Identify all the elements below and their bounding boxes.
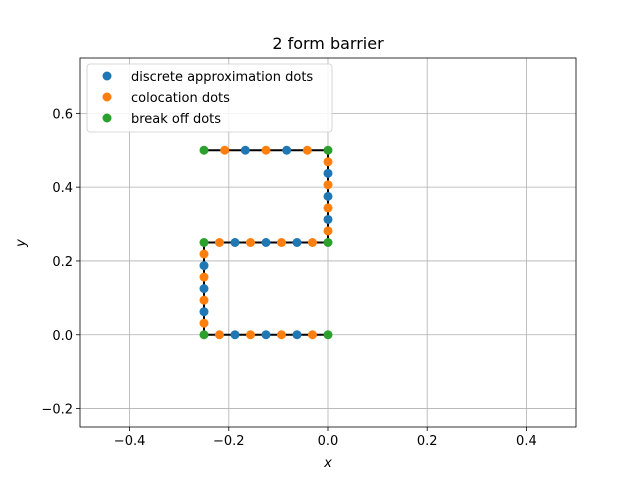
y-axis-ticks: −0.2 0.0 0.2 0.4 0.6 — [41, 107, 80, 418]
colocation-dot — [276, 238, 286, 247]
legend-label-discrete: discrete approximation dots — [131, 70, 313, 85]
colocation-dot — [323, 226, 333, 236]
colocation-dot — [245, 238, 255, 247]
discrete-dot — [323, 191, 333, 201]
discrete-dot — [323, 168, 333, 178]
x-axis-title: x — [323, 456, 332, 471]
legend-label-colocation: colocation dots — [131, 91, 230, 106]
discrete-dot — [292, 238, 302, 247]
colocation-dot — [199, 295, 209, 305]
colocation-dot — [214, 330, 224, 340]
y-tick-label: 0.2 — [52, 255, 73, 270]
x-tick-label: 0.2 — [417, 434, 438, 449]
breakoff-dot — [199, 238, 209, 247]
discrete-dot — [261, 238, 271, 247]
breakoff-dot — [199, 330, 209, 340]
y-tick-label: 0.4 — [52, 181, 73, 196]
colocation-dot — [276, 330, 286, 340]
legend-marker-colocation — [102, 92, 112, 102]
colocation-dot — [199, 318, 209, 328]
legend-marker-breakoff — [102, 113, 112, 123]
legend-marker-discrete — [102, 71, 112, 81]
discrete-dot — [230, 330, 240, 340]
colocation-dot — [199, 272, 209, 282]
colocation-dot — [323, 157, 333, 167]
discrete-dot — [230, 238, 240, 247]
colocation-dot — [245, 330, 255, 340]
breakoff-dot — [323, 238, 333, 247]
scatter-points — [199, 145, 333, 340]
discrete-dot — [240, 145, 250, 155]
colocation-dot — [199, 249, 209, 259]
colocation-dot — [323, 180, 333, 190]
colocation-dot — [220, 145, 230, 155]
discrete-dot — [292, 330, 302, 340]
legend: discrete approximation dots colocation d… — [86, 63, 333, 133]
discrete-dot — [282, 145, 292, 155]
x-tick-label: 0.0 — [318, 434, 339, 449]
colocation-dot — [307, 238, 317, 247]
discrete-dot — [199, 284, 209, 294]
colocation-dot — [307, 330, 317, 340]
x-tick-label: −0.2 — [213, 434, 245, 449]
y-tick-label: 0.0 — [52, 329, 73, 344]
x-tick-label: 0.4 — [516, 434, 537, 449]
y-axis-title: y — [14, 239, 29, 248]
colocation-dot — [261, 145, 271, 155]
x-tick-label: −0.4 — [114, 434, 146, 449]
breakoff-dot — [199, 145, 209, 155]
breakoff-dot — [323, 330, 333, 340]
legend-box — [86, 63, 333, 133]
colocation-dot — [214, 238, 224, 247]
colocation-dot — [323, 203, 333, 213]
x-axis-ticks: −0.4 −0.2 0.0 0.2 0.4 — [114, 427, 537, 449]
y-tick-label: −0.2 — [41, 403, 73, 418]
discrete-dot — [199, 261, 209, 271]
breakoff-dot — [323, 145, 333, 155]
discrete-dot — [199, 307, 209, 317]
legend-label-breakoff: break off dots — [131, 112, 221, 127]
discrete-dot — [261, 330, 271, 340]
discrete-dot — [323, 214, 333, 224]
colocation-dot — [302, 145, 312, 155]
y-tick-label: 0.6 — [52, 107, 73, 122]
chart-title: 2 form barrier — [272, 34, 384, 53]
